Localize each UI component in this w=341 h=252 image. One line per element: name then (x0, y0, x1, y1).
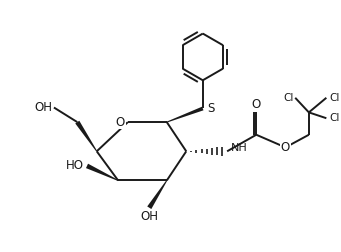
Text: S: S (208, 102, 215, 115)
Text: O: O (281, 141, 290, 154)
Text: Cl: Cl (329, 113, 340, 123)
Text: OH: OH (34, 101, 52, 114)
Text: O: O (252, 98, 261, 111)
Polygon shape (75, 121, 97, 151)
Text: OH: OH (140, 210, 158, 223)
Polygon shape (86, 164, 118, 181)
Text: Cl: Cl (329, 93, 340, 103)
Text: NH: NH (231, 143, 248, 153)
Text: HO: HO (66, 160, 84, 172)
Polygon shape (147, 180, 167, 209)
Text: Cl: Cl (283, 93, 293, 103)
Text: O: O (116, 116, 125, 129)
Polygon shape (167, 107, 204, 122)
